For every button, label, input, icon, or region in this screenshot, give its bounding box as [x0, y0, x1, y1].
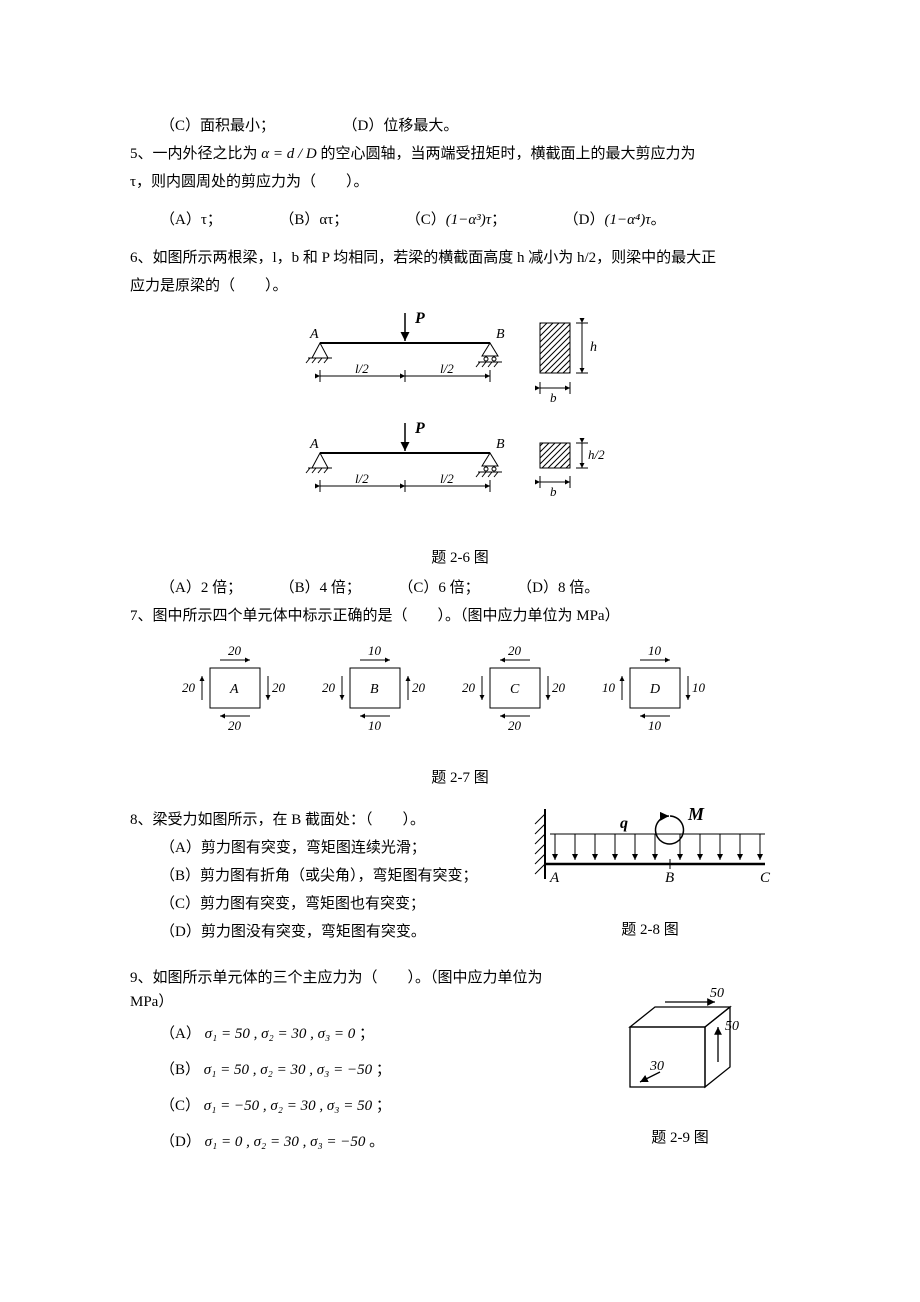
fig26-h2: h/2: [588, 447, 605, 462]
fig-2-6: A B P l/2 l/2 h: [130, 308, 790, 536]
fig26-B1: B: [496, 327, 505, 342]
q9-opt-b-pre: （B）: [160, 1062, 200, 1078]
fig26-B2: B: [496, 437, 505, 452]
fig26-A2: A: [309, 437, 319, 452]
q9-opt-a-pre: （A）: [160, 1026, 201, 1042]
q5-opt-d-post: 。: [651, 212, 666, 228]
fig26-l2b: l/2: [440, 361, 454, 376]
svg-text:10: 10: [648, 643, 662, 658]
fig26-l2c: l/2: [355, 471, 369, 486]
fig26-P1: P: [414, 310, 425, 327]
svg-text:30: 30: [649, 1059, 664, 1074]
fig-2-7-caption: 题 2-7 图: [130, 766, 790, 790]
fig26-l2d: l/2: [440, 471, 454, 486]
svg-text:50: 50: [710, 986, 724, 1001]
q9-opt-b-post: ；: [376, 1062, 391, 1078]
q5-stem: 5、一内外径之比为 α = d / D 的空心圆轴，当两端受扭矩时，横截面上的最…: [130, 142, 790, 166]
q9-opt-c-pre: （C）: [160, 1098, 200, 1114]
svg-text:A: A: [229, 682, 239, 697]
svg-text:20: 20: [228, 718, 242, 733]
svg-text:10: 10: [368, 718, 382, 733]
svg-text:20: 20: [462, 680, 476, 695]
q5-opt-d-expr: (1−α⁴)τ: [605, 212, 651, 228]
q9-opt-a-post: ；: [359, 1026, 374, 1042]
q8-opt-d: （D）剪力图没有突变，弯矩图有突变。: [130, 920, 510, 944]
q9-opt-c: （C） σ₁ = −50 , σ₂ = 30 , σ₃ = 50 ；: [130, 1094, 570, 1118]
q9-opt-d: （D） σ₁ = 0 , σ₂ = 30 , σ₃ = −50 。: [130, 1130, 570, 1154]
q7-stem: 7、图中所示四个单元体中标示正确的是（ ）。（图中应力单位为 MPa）: [130, 604, 790, 628]
q9-opt-c-post: ；: [376, 1098, 391, 1114]
q5-opt-c-pre: （C）: [406, 212, 446, 228]
fig26-P2: P: [414, 420, 425, 437]
q5-alpha-eq: α = d / D: [261, 146, 317, 162]
q9-opt-c-vals: σ₁ = −50 , σ₂ = 30 , σ₃ = 50: [204, 1098, 372, 1114]
svg-text:20: 20: [412, 680, 426, 695]
q6-opt-a: （A）2 倍；: [160, 580, 242, 596]
fig26-A1: A: [309, 327, 319, 342]
q9-opt-d-post: 。: [369, 1134, 384, 1150]
fig-2-7: A 20 20 20 20 B 10 10 20 2: [130, 638, 790, 756]
svg-text:A: A: [549, 870, 560, 886]
fig-2-8-caption: 题 2-8 图: [510, 918, 790, 942]
q6-stem2: 应力是原梁的（ ）。: [130, 274, 790, 298]
svg-text:10: 10: [368, 643, 382, 658]
q5-opt-c-expr: (1−α³)τ: [446, 212, 491, 228]
q9-opt-b-vals: σ₁ = 50 , σ₂ = 30 , σ₃ = −50: [204, 1062, 372, 1078]
svg-text:50: 50: [725, 1019, 739, 1034]
fig-2-9: 50 50 30: [590, 982, 770, 1112]
q5-options: （A）τ； （B）ατ； （C）(1−α³)τ； （D）(1−α⁴)τ。: [160, 208, 790, 232]
q6-opt-d: （D）8 倍。: [517, 580, 599, 596]
svg-text:20: 20: [272, 680, 286, 695]
svg-text:B: B: [665, 870, 674, 886]
q9-opt-d-pre: （D）: [160, 1134, 201, 1150]
q9-opt-a-vals: σ₁ = 50 , σ₂ = 30 , σ₃ = 0: [205, 1026, 356, 1042]
q6-options: （A）2 倍； （B）4 倍； （C）6 倍； （D）8 倍。: [160, 576, 790, 600]
q8-opt-a: （A）剪力图有突变，弯矩图连续光滑；: [130, 836, 510, 860]
q5-stem-pre: 5、一内外径之比为: [130, 146, 258, 162]
q4-opt-c: （C）面积最小；: [160, 118, 275, 134]
q9-opt-b: （B） σ₁ = 50 , σ₂ = 30 , σ₃ = −50 ；: [130, 1058, 570, 1082]
q5-opt-a: （A）τ；: [160, 212, 222, 228]
q8-stem: 8、梁受力如图所示，在 B 截面处：（ ）。: [130, 808, 510, 832]
q5-opt-b: （B）ατ；: [279, 212, 348, 228]
fig26-b1: b: [550, 390, 557, 405]
svg-text:20: 20: [228, 643, 242, 658]
fig26-b2: b: [550, 484, 557, 499]
svg-text:20: 20: [552, 680, 566, 695]
svg-text:D: D: [649, 682, 660, 697]
svg-text:10: 10: [602, 680, 616, 695]
svg-text:10: 10: [648, 718, 662, 733]
q8-opt-b: （B）剪力图有折角（或尖角），弯矩图有突变；: [130, 864, 510, 888]
fig26-h: h: [590, 340, 597, 355]
q6-opt-c: （C）6 倍；: [398, 580, 479, 596]
fig26-l2a: l/2: [355, 361, 369, 376]
q5-stem2: τ，则内圆周处的剪应力为（ ）。: [130, 170, 790, 194]
q5-opt-c-post: ；: [491, 212, 506, 228]
fig-2-6-caption: 题 2-6 图: [130, 546, 790, 570]
svg-text:B: B: [370, 682, 379, 697]
svg-text:10: 10: [692, 680, 706, 695]
fig-2-9-caption: 题 2-9 图: [570, 1126, 790, 1150]
svg-text:C: C: [510, 682, 520, 697]
q5-stem-post: 的空心圆轴，当两端受扭矩时，横截面上的最大剪应力为: [321, 146, 696, 162]
fig-2-8: q M A B C: [520, 804, 780, 904]
svg-text:20: 20: [508, 643, 522, 658]
q8-opt-c: （C）剪力图有突变，弯矩图也有突变；: [130, 892, 510, 916]
q9-opt-a: （A） σ₁ = 50 , σ₂ = 30 , σ₃ = 0 ；: [130, 1022, 570, 1046]
q4-opt-d: （D）位移最大。: [343, 118, 459, 134]
q5-opt-d-pre: （D）: [564, 212, 605, 228]
q6-opt-b: （B）4 倍；: [280, 580, 361, 596]
q9-stem: 9、如图所示单元体的三个主应力为（ ）。（图中应力单位为 MPa）: [130, 966, 570, 1014]
svg-text:C: C: [760, 870, 771, 886]
svg-text:20: 20: [508, 718, 522, 733]
svg-text:q: q: [620, 815, 628, 832]
q9-opt-d-vals: σ₁ = 0 , σ₂ = 30 , σ₃ = −50: [205, 1134, 366, 1150]
svg-text:20: 20: [322, 680, 336, 695]
q4-options: （C）面积最小； （D）位移最大。: [160, 114, 790, 138]
svg-text:20: 20: [182, 680, 196, 695]
svg-text:M: M: [687, 804, 705, 824]
q6-stem1: 6、如图所示两根梁，l，b 和 P 均相同，若梁的横截面高度 h 减小为 h/2…: [130, 246, 790, 270]
